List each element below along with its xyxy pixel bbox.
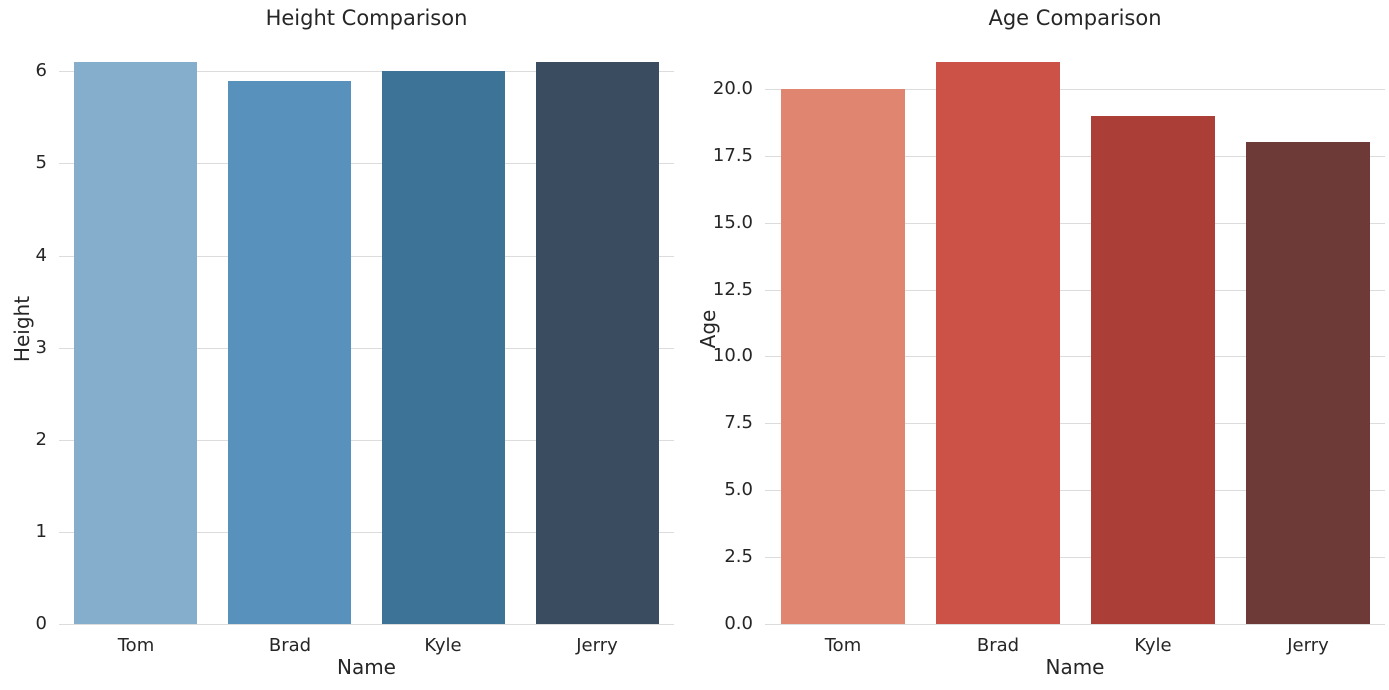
bar-kyle [1091,116,1215,624]
bar-tom [74,62,197,624]
x-tick-label-tom: Tom [117,635,155,656]
x-tick-label-jerry: Jerry [1287,635,1329,656]
gridline [59,163,674,164]
gridline [59,440,674,441]
gridline [765,290,1385,291]
x-axis-label-name-left: Name [336,655,396,679]
gridline [765,557,1385,558]
bar-brad [228,81,351,624]
y-tick-label: 0.0 [724,613,753,634]
chart-title-height-comparison: Height Comparison [265,6,468,30]
y-tick-label: 1 [35,521,47,542]
plot-area-height-comparison: 0 1 2 3 4 5 6 Tom Brad Kyle Jerry [36,34,674,656]
gridline [59,348,674,349]
gridline [765,624,1385,625]
bar-jerry [536,62,659,624]
gridline [765,423,1385,424]
y-tick-label: 2.5 [724,546,753,567]
bar-tom [781,89,905,624]
x-tick-label-brad: Brad [976,635,1020,656]
y-tick-label: 0 [35,613,47,634]
gridline [59,624,674,625]
gridline [765,223,1385,224]
gridline [765,356,1385,357]
bar-kyle [382,71,505,624]
gridline [59,71,674,72]
bar-brad [936,62,1060,624]
chart-title-age-comparison: Age Comparison [988,6,1162,30]
gridline [765,89,1385,90]
x-tick-label-kyle: Kyle [424,635,462,656]
gridline [765,490,1385,491]
bar-jerry [1246,142,1370,624]
x-axis-label-name-right: Name [1045,655,1105,679]
x-tick-label-brad: Brad [268,635,312,656]
y-tick-label: 10.0 [712,345,753,366]
y-tick-label: 4 [35,245,47,266]
y-tick-label: 5 [35,152,47,173]
y-tick-label: 17.5 [712,145,753,166]
y-tick-label: 5.0 [724,479,753,500]
y-tick-label: 3 [35,337,47,358]
gridline [765,156,1385,157]
y-axis-label-age: Age [696,309,720,349]
y-tick-label: 6 [35,60,47,81]
gridline [59,532,674,533]
y-tick-label: 2 [35,429,47,450]
y-tick-label: 7.5 [724,412,753,433]
y-tick-label: 15.0 [712,212,753,233]
y-tick-label: 12.5 [712,279,753,300]
x-tick-label-jerry: Jerry [576,635,618,656]
x-tick-label-kyle: Kyle [1134,635,1172,656]
x-tick-label-tom: Tom [824,635,862,656]
gridline [59,256,674,257]
plot-area-age-comparison: 0.0 2.5 5.0 7.5 10.0 12.5 15.0 17.5 20.0 Tom Brad K… [713,34,1385,656]
y-tick-label: 20.0 [712,78,753,99]
